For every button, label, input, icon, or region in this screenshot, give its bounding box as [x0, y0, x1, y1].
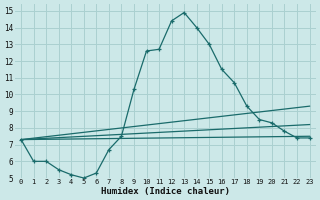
X-axis label: Humidex (Indice chaleur): Humidex (Indice chaleur)	[101, 187, 230, 196]
